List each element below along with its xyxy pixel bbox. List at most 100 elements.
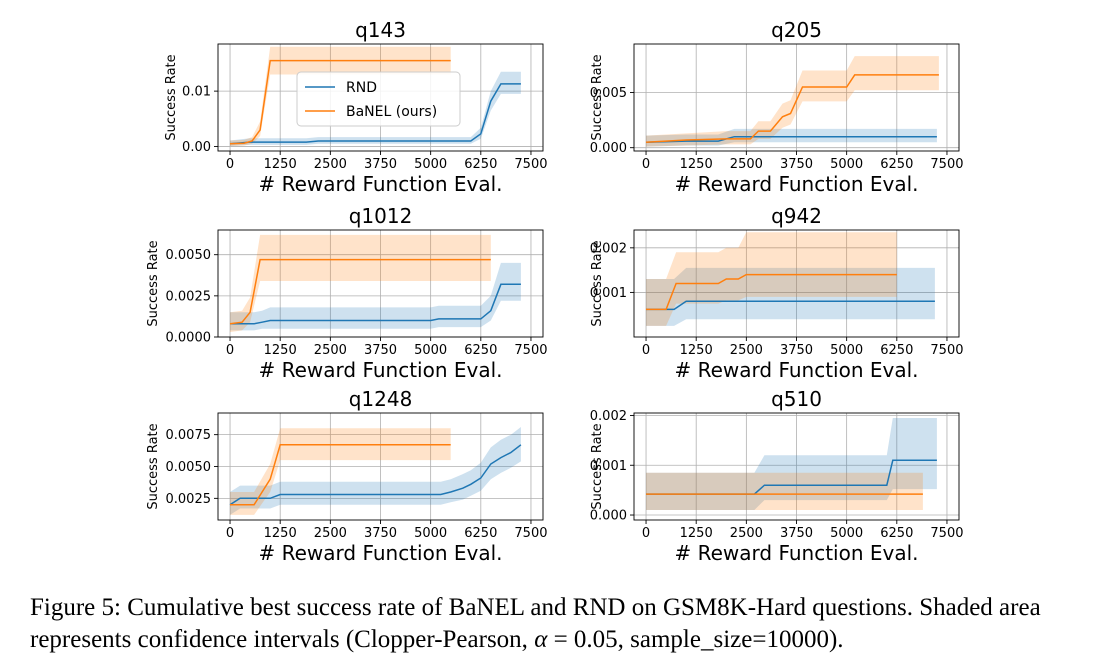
x-tick-label: 5000 (414, 343, 447, 358)
caption-label: Figure 5: (30, 594, 121, 621)
y-axis-label: Success Rate (146, 423, 161, 509)
series-line-banel (645, 74, 939, 143)
y-tick-label: 0.000 (590, 141, 627, 156)
legend-label-rnd: RND (346, 80, 377, 96)
figure-5: 0 1250 2500 3750 5000 6250 7500 0.00 0.01 q143 # R… (146, 18, 964, 565)
caption-alpha: α (534, 626, 548, 653)
x-tick-label: 6250 (464, 157, 497, 172)
chart-panel-q205: 0 1250 2500 3750 5000 6250 7500 0.000 0.005 q205 #… (590, 18, 964, 196)
plot-area (645, 56, 939, 147)
x-tick-label: 0 (642, 157, 650, 172)
y-tick-label: 0.002 (590, 241, 627, 256)
caption-text-a: Cumulative best success rate of BaNEL an… (30, 594, 1041, 653)
x-tick-label: 0 (226, 157, 234, 172)
x-tick-label: 7500 (514, 157, 547, 172)
x-tick-label: 0 (226, 343, 234, 358)
y-axis-label: Success Rate (590, 240, 605, 326)
x-tick-label: 1250 (264, 526, 297, 541)
confidence-band-rnd (646, 128, 937, 147)
x-tick-label: 3750 (780, 526, 813, 541)
series-line-banel (229, 258, 491, 325)
legend-box (296, 71, 461, 127)
x-tick-label: 1250 (680, 526, 713, 541)
legend: RND BaNEL (ours) (296, 71, 461, 127)
y-tick-label: 0.0000 (166, 331, 212, 346)
x-tick-label: 5000 (830, 526, 863, 541)
x-tick-label: 1250 (680, 157, 713, 172)
x-tick-label: 6250 (880, 343, 913, 358)
plot-area (229, 427, 522, 515)
y-tick-label: 0.0050 (166, 248, 212, 263)
y-axis-label: Success Rate (164, 54, 179, 140)
chart-title: q1248 (349, 387, 413, 411)
x-tick-label: 7500 (930, 526, 963, 541)
x-axis-label: # Reward Function Eval. (258, 541, 502, 565)
chart-panel-q1248: 0 1250 2500 3750 5000 6250 7500 0.0025 0.0050 0.0… (146, 387, 548, 565)
y-tick-label: 0.0025 (166, 289, 212, 304)
chart-title: q1012 (349, 204, 413, 228)
x-tick-label: 2500 (314, 343, 347, 358)
x-tick-label: 7500 (930, 343, 963, 358)
x-axis-label: # Reward Function Eval. (674, 172, 918, 196)
x-tick-label: 0 (226, 526, 234, 541)
y-axis-label: Success Rate (590, 54, 605, 140)
chart-title: q510 (771, 387, 822, 411)
y-tick-label: 0.002 (590, 409, 627, 424)
confidence-band-rnd (646, 267, 935, 326)
series-line-rnd (229, 444, 522, 506)
confidence-band-rnd (230, 71, 521, 146)
series-line-rnd (230, 283, 521, 325)
x-axis-label: # Reward Function Eval. (674, 541, 918, 565)
y-axis-label: Success Rate (590, 423, 605, 509)
x-tick-label: 0 (642, 526, 650, 541)
chart-panel-q143: 0 1250 2500 3750 5000 6250 7500 0.00 0.01 q143 # R… (164, 18, 548, 196)
x-tick-label: 2500 (730, 526, 763, 541)
chart-panel-q510: 0 1250 2500 3750 5000 6250 7500 0.000 0.001 0.002… (590, 387, 964, 565)
series-line-rnd (645, 135, 937, 143)
y-tick-label: 0.0075 (166, 428, 212, 443)
plot-area (646, 232, 935, 326)
y-tick-label: 0.0050 (166, 460, 212, 475)
x-tick-label: 1250 (264, 343, 297, 358)
confidence-band-banel (230, 428, 451, 515)
confidence-band-banel (646, 56, 939, 147)
x-tick-label: 5000 (414, 526, 447, 541)
x-tick-label: 7500 (930, 157, 963, 172)
x-tick-label: 5000 (830, 157, 863, 172)
y-tick-label: 0.001 (590, 286, 627, 301)
x-tick-label: 3750 (780, 343, 813, 358)
series-line-rnd (229, 83, 521, 145)
chart-title: q942 (771, 204, 822, 228)
x-tick-label: 6250 (880, 526, 913, 541)
y-tick-label: 0.01 (182, 85, 211, 100)
x-tick-label: 3750 (364, 526, 397, 541)
confidence-band-banel (646, 232, 897, 326)
x-tick-label: 1250 (680, 343, 713, 358)
x-tick-label: 2500 (730, 343, 763, 358)
confidence-band-banel (646, 472, 923, 510)
plot-area (646, 418, 937, 510)
y-tick-label: 0.0025 (166, 492, 212, 507)
x-tick-label: 5000 (830, 343, 863, 358)
x-tick-label: 6250 (464, 526, 497, 541)
x-tick-label: 5000 (414, 157, 447, 172)
x-tick-label: 1250 (264, 157, 297, 172)
x-tick-label: 2500 (730, 157, 763, 172)
y-tick-label: 0.001 (590, 459, 627, 474)
y-tick-label: 0.005 (590, 86, 627, 101)
x-axis-label: # Reward Function Eval. (258, 358, 502, 382)
x-tick-label: 6250 (880, 157, 913, 172)
x-tick-label: 3750 (780, 157, 813, 172)
y-axis-label: Success Rate (146, 240, 161, 326)
series-line-rnd (646, 300, 935, 311)
x-axis-label: # Reward Function Eval. (258, 172, 502, 196)
confidence-band-rnd (646, 418, 937, 510)
y-tick-label: 0.000 (590, 509, 627, 524)
chart-title: q143 (355, 18, 406, 42)
x-tick-label: 7500 (514, 526, 547, 541)
x-tick-label: 6250 (464, 343, 497, 358)
x-tick-label: 2500 (314, 526, 347, 541)
x-axis-label: # Reward Function Eval. (674, 358, 918, 382)
x-tick-label: 3750 (364, 343, 397, 358)
y-tick-label: 0.00 (182, 140, 211, 155)
